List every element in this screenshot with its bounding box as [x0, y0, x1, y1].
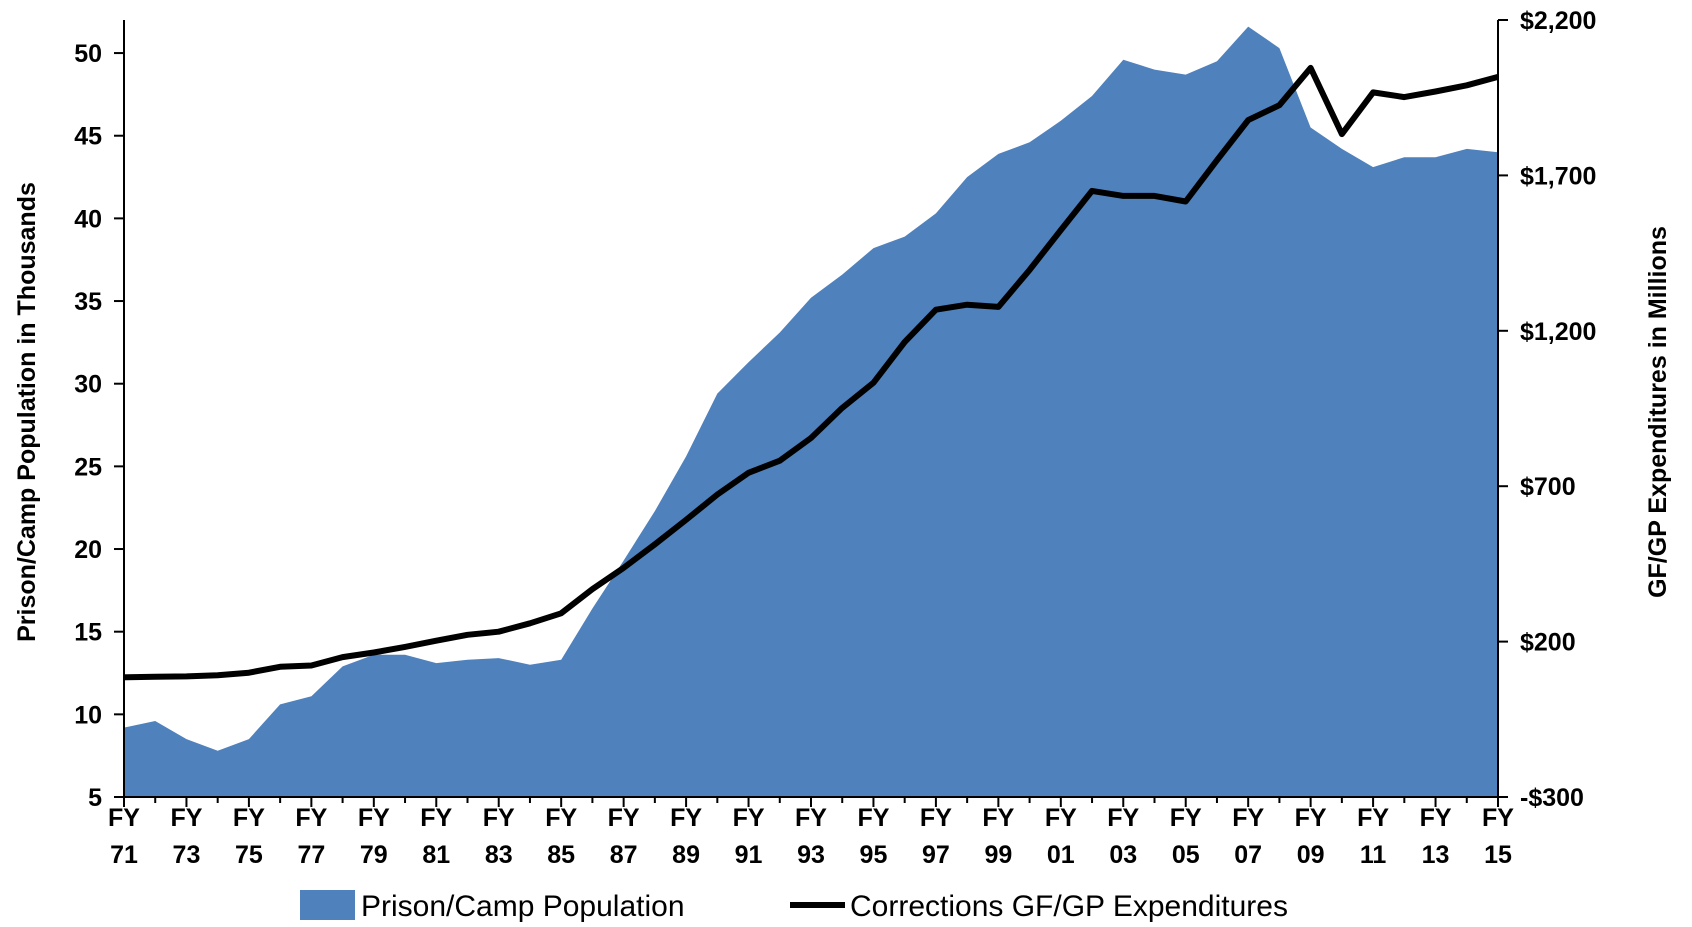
- x-tick-label-bottom: 05: [1172, 841, 1200, 869]
- x-tick-label-bottom: 91: [735, 841, 763, 869]
- x-tick-label-bottom: 73: [173, 841, 201, 869]
- x-tick-label-top: FY: [545, 804, 577, 832]
- x-tick-label-bottom: 79: [360, 841, 388, 869]
- x-tick-label-bottom: 75: [235, 841, 263, 869]
- legend: Prison/Camp Population Corrections GF/GP…: [300, 890, 1288, 923]
- x-tick-label-bottom: 81: [422, 841, 450, 869]
- left-tick-label: 45: [74, 123, 102, 151]
- right-tick-label: $1,700: [1520, 162, 1596, 190]
- x-tick-label-bottom: 11: [1360, 841, 1387, 869]
- x-tick-label-top: FY: [1170, 804, 1202, 832]
- x-tick-label-top: FY: [920, 804, 952, 832]
- legend-label-population: Prison/Camp Population: [361, 890, 685, 922]
- x-tick-label-top: FY: [1482, 804, 1514, 832]
- x-tick-label-top: FY: [1420, 804, 1452, 832]
- right-tick-label: $200: [1520, 629, 1576, 657]
- x-tick-label-top: FY: [1107, 804, 1139, 832]
- x-tick-label-bottom: 07: [1234, 841, 1262, 869]
- legend-label-expenditures: Corrections GF/GP Expenditures: [850, 890, 1288, 922]
- left-tick-label: 15: [74, 619, 102, 647]
- expenditures-line: [123, 64, 1499, 681]
- x-tick-label-bottom: 85: [547, 841, 575, 869]
- x-tick-label-bottom: 93: [797, 841, 825, 869]
- left-tick-label: 20: [74, 536, 102, 564]
- x-tick-label-bottom: 03: [1109, 841, 1137, 869]
- x-tick-label-top: FY: [608, 804, 640, 832]
- x-tick-label-bottom: 89: [672, 841, 700, 869]
- x-tick-label-bottom: 15: [1484, 841, 1512, 869]
- left-tick-label: 40: [74, 205, 102, 233]
- x-tick-label-top: FY: [795, 804, 827, 832]
- x-tick-label-bottom: 95: [860, 841, 888, 869]
- x-tick-label-top: FY: [1045, 804, 1077, 832]
- x-tick-label-top: FY: [358, 804, 390, 832]
- right-tick-label: $2,200: [1520, 7, 1596, 35]
- left-tick-label: 50: [74, 40, 102, 68]
- right-tick-label: $1,200: [1520, 318, 1596, 346]
- x-tick-label-top: FY: [670, 804, 702, 832]
- x-tick-label-top: FY: [1232, 804, 1264, 832]
- x-tick-label-top: FY: [1357, 804, 1389, 832]
- x-tick-label-top: FY: [420, 804, 452, 832]
- right-axis-title: GF/GP Expenditures in Millions: [1644, 226, 1672, 598]
- x-tick-label-top: FY: [982, 804, 1014, 832]
- population-area: [124, 26, 1498, 798]
- x-tick-label-bottom: 71: [110, 841, 138, 869]
- x-tick-label-bottom: 01: [1047, 841, 1075, 869]
- x-tick-label-top: FY: [295, 804, 327, 832]
- left-tick-label: 25: [74, 453, 102, 481]
- x-tick-label-top: FY: [233, 804, 265, 832]
- right-tick-label: -$300: [1520, 784, 1584, 812]
- x-tick-label-top: FY: [108, 804, 140, 832]
- x-tick-label-top: FY: [170, 804, 202, 832]
- left-axis-title: Prison/Camp Population in Thousands: [13, 182, 41, 642]
- x-tick-label-bottom: 83: [485, 841, 513, 869]
- x-tick-label-bottom: 97: [922, 841, 950, 869]
- x-tick-label-bottom: 09: [1297, 841, 1325, 869]
- x-tick-label-top: FY: [857, 804, 889, 832]
- x-tick-label-bottom: 87: [610, 841, 638, 869]
- x-tick-label-top: FY: [1295, 804, 1327, 832]
- left-tick-label: 35: [74, 288, 102, 316]
- x-tick-label-bottom: 13: [1422, 841, 1450, 869]
- x-tick-label-bottom: 77: [297, 841, 325, 869]
- x-tick-label-bottom: 99: [984, 841, 1012, 869]
- left-tick-label: 30: [74, 371, 102, 399]
- x-tick-label-top: FY: [733, 804, 765, 832]
- left-tick-label: 5: [88, 784, 102, 812]
- left-tick-label: 10: [74, 701, 102, 729]
- x-tick-label-top: FY: [483, 804, 515, 832]
- right-tick-label: $700: [1520, 473, 1576, 501]
- legend-swatch-population: [300, 890, 355, 920]
